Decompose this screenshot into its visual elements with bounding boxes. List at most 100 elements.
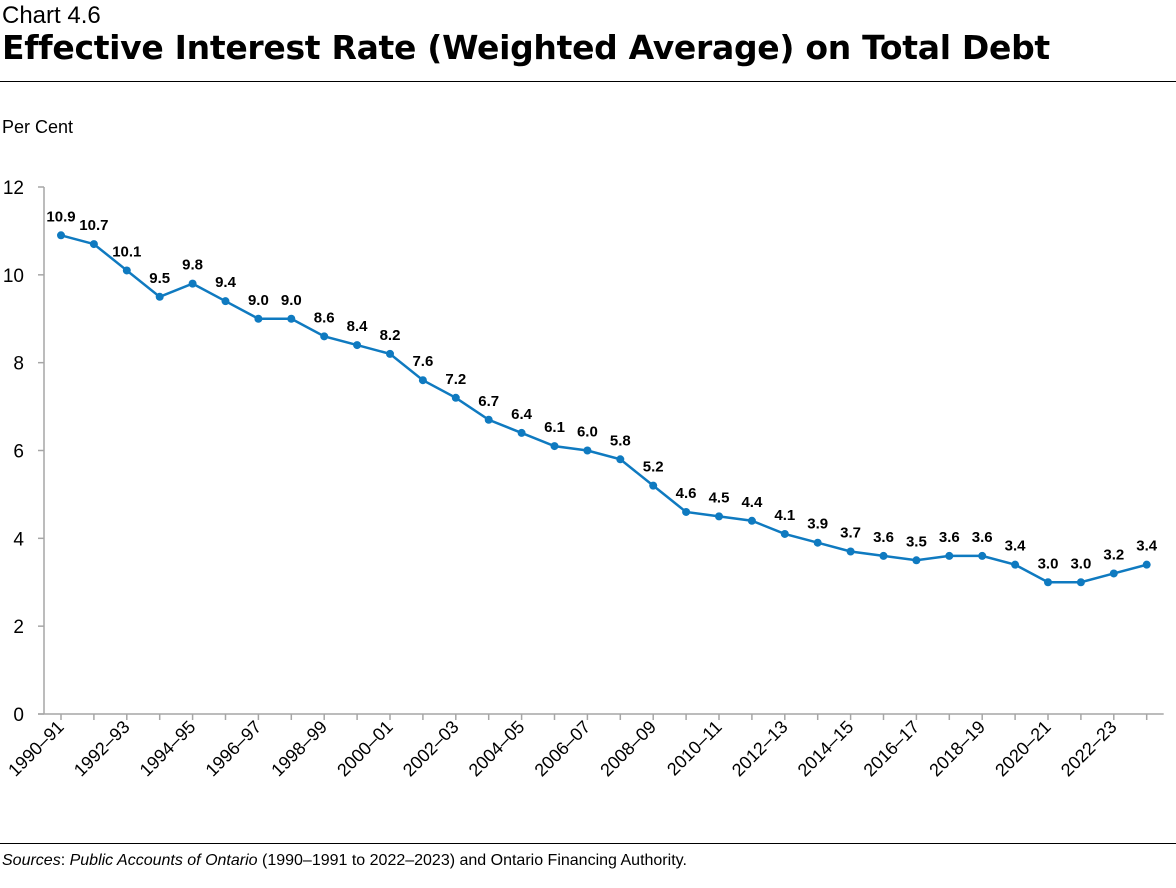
data-point xyxy=(780,529,789,538)
chart-title: Effective Interest Rate (Weighted Averag… xyxy=(2,28,1050,67)
data-label: 6.1 xyxy=(544,419,565,436)
data-label: 10.1 xyxy=(112,243,141,260)
y-tick-label: 12 xyxy=(3,178,24,199)
data-label: 9.0 xyxy=(248,292,269,309)
y-tick-label: 4 xyxy=(13,529,24,550)
x-tick-label: 1998–99 xyxy=(267,717,331,781)
data-point xyxy=(912,556,921,565)
data-label: 4.1 xyxy=(774,507,795,524)
data-point xyxy=(484,415,493,424)
data-point xyxy=(649,481,658,490)
x-tick-label: 2016–17 xyxy=(860,717,924,781)
data-label: 3.0 xyxy=(1070,555,1091,572)
data-label: 3.6 xyxy=(972,529,993,546)
data-point xyxy=(879,551,888,560)
footer-divider xyxy=(0,843,1176,844)
data-point xyxy=(287,314,296,323)
data-label: 4.6 xyxy=(676,485,697,502)
data-point xyxy=(945,551,954,560)
data-label: 4.4 xyxy=(741,494,763,511)
x-tick-label: 2020–21 xyxy=(991,717,1055,781)
x-tick-label: 2004–05 xyxy=(465,717,529,781)
data-point xyxy=(221,297,230,306)
x-tick-label: 2000–01 xyxy=(333,717,397,781)
title-divider xyxy=(0,81,1176,82)
data-point xyxy=(715,512,723,521)
data-point xyxy=(1109,569,1118,578)
data-point xyxy=(122,266,131,275)
data-label: 7.2 xyxy=(445,371,466,388)
data-label: 8.2 xyxy=(380,327,401,344)
data-point xyxy=(846,547,855,556)
x-tick-label: 1996–97 xyxy=(202,717,266,781)
data-point xyxy=(254,314,263,323)
y-tick-label: 2 xyxy=(13,617,24,638)
y-tick-label: 8 xyxy=(13,354,24,375)
data-label: 6.0 xyxy=(577,424,598,441)
data-label: 6.7 xyxy=(478,393,499,410)
data-label: 3.6 xyxy=(939,529,960,546)
data-label: 3.7 xyxy=(840,525,861,542)
data-point xyxy=(188,279,197,288)
sources-label: Sources xyxy=(2,852,61,869)
data-label: 3.6 xyxy=(873,529,894,546)
data-label: 3.5 xyxy=(906,533,927,550)
x-tick-label: 2010–11 xyxy=(663,717,726,780)
data-point xyxy=(57,231,65,240)
data-label: 9.8 xyxy=(182,257,203,274)
data-point xyxy=(1142,560,1151,569)
data-point xyxy=(353,341,362,350)
data-label: 5.8 xyxy=(610,432,631,449)
data-label: 10.9 xyxy=(46,208,75,225)
data-label: 9.5 xyxy=(149,270,170,287)
chart-number: Chart 4.6 xyxy=(2,2,101,29)
data-point xyxy=(682,507,691,516)
x-tick-label: 1992–93 xyxy=(70,717,134,781)
data-point xyxy=(616,455,625,464)
data-point xyxy=(550,442,559,451)
x-tick-label: 2022–23 xyxy=(1057,717,1121,781)
data-point xyxy=(386,349,394,358)
x-tick-label: 2008–09 xyxy=(596,717,660,781)
data-point xyxy=(747,516,756,525)
sources-rest: (1990–1991 to 2022–2023) and Ontario Fin… xyxy=(257,852,687,869)
data-label: 8.4 xyxy=(347,318,369,335)
x-tick-label: 2018–19 xyxy=(925,717,989,781)
x-tick-label: 2014–15 xyxy=(794,717,858,781)
data-point xyxy=(89,240,98,249)
data-point xyxy=(517,428,526,437)
x-tick-label: 1990–91 xyxy=(4,717,68,781)
data-label: 7.6 xyxy=(412,353,433,370)
data-point xyxy=(1044,578,1052,587)
x-tick-label: 2002–03 xyxy=(399,717,463,781)
data-label: 10.7 xyxy=(79,217,108,234)
x-tick-label: 2006–07 xyxy=(531,717,595,781)
data-label: 3.2 xyxy=(1103,546,1124,563)
x-tick-label: 1994–95 xyxy=(136,717,200,781)
data-point xyxy=(1076,578,1085,587)
data-label: 6.4 xyxy=(511,406,533,423)
y-axis-label: Per Cent xyxy=(2,117,74,137)
data-label: 3.0 xyxy=(1038,555,1059,572)
data-label: 5.2 xyxy=(643,459,664,476)
data-point xyxy=(978,551,987,560)
series-line xyxy=(60,234,1148,584)
sources-italic: Public Accounts of Ontario xyxy=(69,852,258,869)
y-tick-label: 6 xyxy=(13,442,24,463)
y-tick-label: 0 xyxy=(13,705,24,726)
data-point xyxy=(418,376,427,385)
data-label: 3.4 xyxy=(1005,538,1027,555)
data-point xyxy=(451,393,460,402)
data-label: 3.9 xyxy=(807,516,828,533)
data-label: 8.6 xyxy=(314,309,335,326)
data-point xyxy=(1011,560,1020,569)
data-point xyxy=(320,332,329,341)
data-label: 3.4 xyxy=(1136,538,1158,555)
data-label: 4.5 xyxy=(709,489,730,506)
data-label: 9.4 xyxy=(215,274,237,291)
data-label: 9.0 xyxy=(281,292,302,309)
data-point xyxy=(583,446,592,455)
data-point xyxy=(155,292,164,301)
x-tick-label: 2012–13 xyxy=(728,717,792,781)
